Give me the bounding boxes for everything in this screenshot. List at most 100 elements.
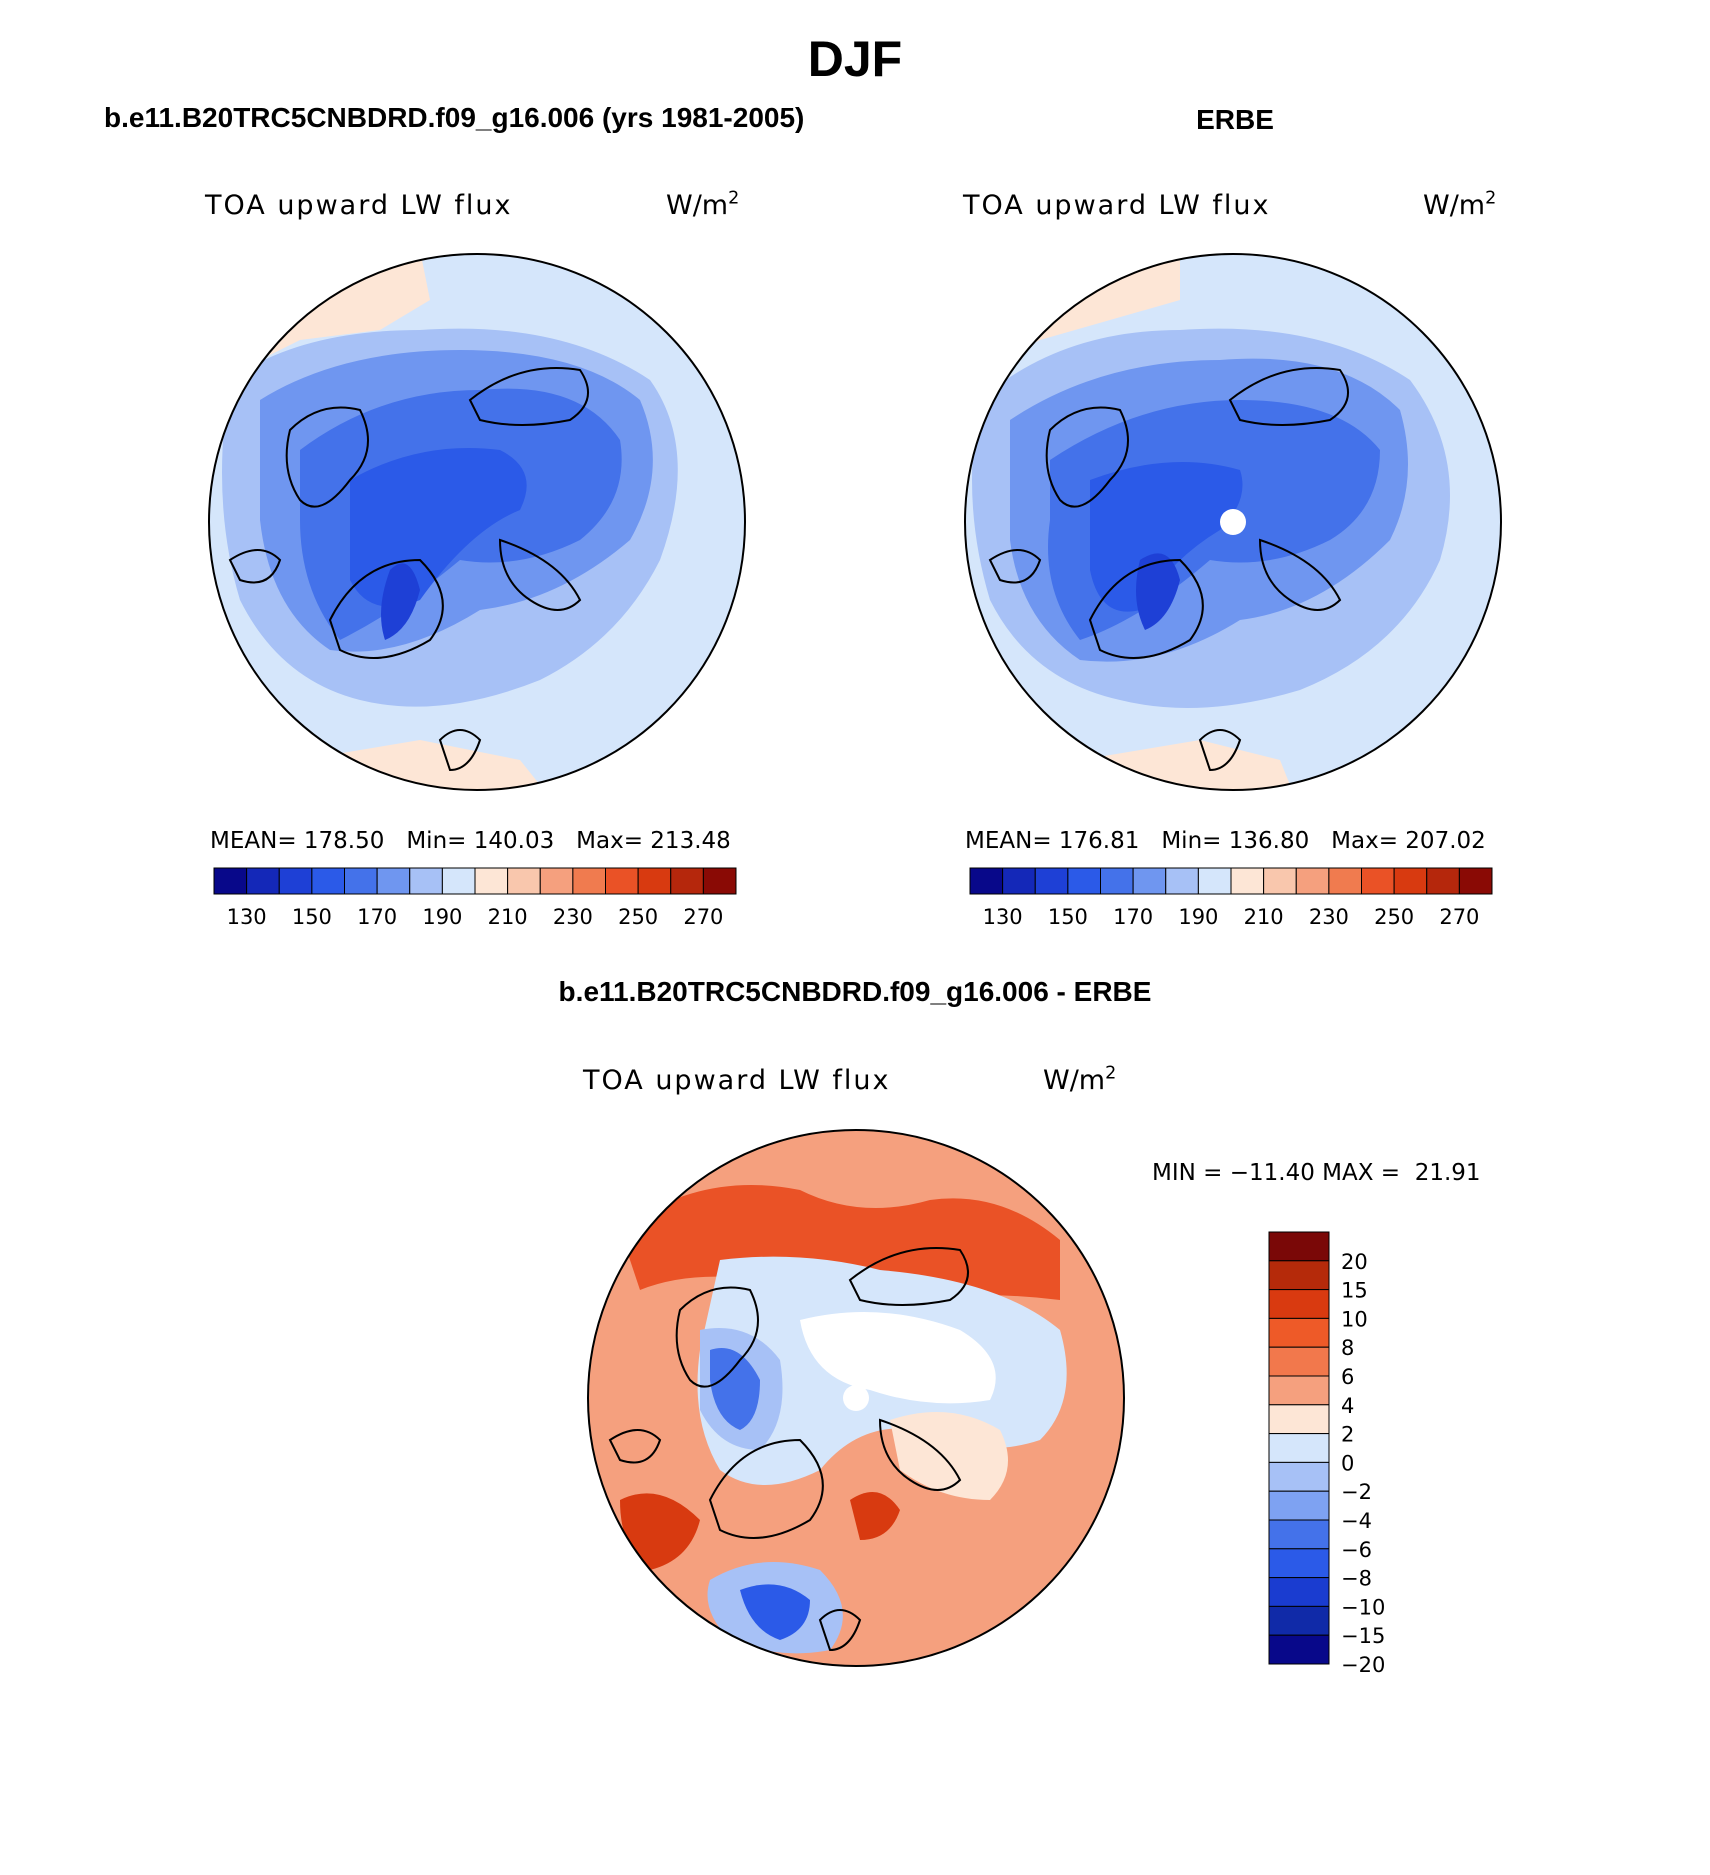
model-colorbar-tick-label: 190: [422, 905, 462, 929]
obs-colorbar-swatch: [1034, 867, 1069, 895]
model-colorbar-swatch: [637, 867, 672, 895]
diff-colorbar-swatch: [1268, 1404, 1330, 1435]
obs-colorbar-swatch: [1458, 867, 1493, 895]
model-polar-map: [208, 253, 746, 791]
diff-colorbar-tick-label: 15: [1341, 1279, 1368, 1303]
obs-panel-header: ERBE: [1196, 104, 1274, 135]
diff-pole-hole: [843, 1385, 869, 1411]
diff-colorbar-tick-label: 8: [1341, 1336, 1354, 1360]
obs-colorbar-tick-label: 270: [1439, 905, 1479, 929]
obs-colorbar-swatch: [1426, 867, 1460, 895]
obs-colorbar-swatch: [1295, 867, 1330, 895]
model-colorbar-swatch: [441, 867, 476, 895]
diff-colorbar-swatch: [1268, 1577, 1330, 1607]
diff-colorbar-swatch: [1268, 1260, 1330, 1291]
obs-colorbar-swatch: [1328, 867, 1362, 895]
diff-colorbar-swatch: [1268, 1346, 1330, 1377]
diff-colorbar-swatch: [1268, 1317, 1330, 1348]
figure-title: DJF: [807, 31, 903, 87]
diff-colorbar-tick-label: 6: [1341, 1365, 1354, 1389]
model-colorbar-swatch: [311, 867, 345, 895]
model-colorbar-swatch: [409, 867, 443, 895]
diff-colorbar-swatch: [1268, 1461, 1330, 1492]
model-variable-label: TOA upward LW flux: [205, 190, 513, 221]
model-colorbar-swatch: [474, 867, 509, 895]
diff-colorbar-tick-label: −4: [1341, 1509, 1372, 1533]
diff-colorbar-swatch: [1268, 1231, 1330, 1262]
model-colorbar-tick-label: 250: [618, 905, 658, 929]
obs-colorbar-tick-label: 250: [1374, 905, 1414, 929]
model-colorbar-swatch: [246, 867, 280, 895]
model-colorbar-swatch: [572, 867, 606, 895]
obs-stats: MEAN= 176.81 Min= 136.80 Max= 207.02: [965, 828, 1486, 854]
model-colorbar-swatch: [539, 867, 574, 895]
diff-colorbar-tick-label: 10: [1341, 1307, 1368, 1331]
diff-colorbar-tick-label: −15: [1341, 1624, 1385, 1648]
diff-colorbar-tick-label: −20: [1341, 1653, 1385, 1677]
diff-colorbar-tick-label: 4: [1341, 1394, 1354, 1418]
obs-colorbar-tick-label: 130: [983, 905, 1023, 929]
diff-colorbar-tick-label: 20: [1341, 1250, 1368, 1274]
obs-unit-label: W/m2: [1423, 188, 1497, 221]
obs-colorbar-swatch: [1393, 867, 1428, 895]
obs-colorbar-swatch: [1197, 867, 1232, 895]
model-colorbar-swatch: [278, 867, 313, 895]
model-colorbar-tick-label: 150: [292, 905, 332, 929]
diff-colorbar-tick-label: −2: [1341, 1480, 1372, 1504]
model-colorbar-tick-label: 270: [683, 905, 723, 929]
model-colorbar-tick-label: 130: [227, 905, 267, 929]
obs-colorbar-swatch: [1002, 867, 1036, 895]
obs-colorbar-tick-label: 210: [1244, 905, 1284, 929]
diff-variable-label: TOA upward LW flux: [583, 1065, 891, 1096]
obs-colorbar-swatch: [1263, 867, 1297, 895]
obs-colorbar-tick-label: 230: [1309, 905, 1349, 929]
diff-colorbar-swatch: [1268, 1634, 1330, 1665]
model-colorbar-swatch: [702, 867, 737, 895]
model-colorbar-tick-label: 210: [488, 905, 528, 929]
obs-variable-label: TOA upward LW flux: [963, 190, 1271, 221]
diff-colorbar-tick-label: 2: [1341, 1423, 1354, 1447]
obs-colorbar-swatch: [1230, 867, 1265, 895]
obs-colorbar-swatch: [1067, 867, 1101, 895]
obs-colorbar-tick-label: 150: [1048, 905, 1088, 929]
diff-panel-header: b.e11.B20TRC5CNBDRD.f09_g16.006 - ERBE: [558, 976, 1152, 1007]
model-unit-label: W/m2: [666, 188, 740, 221]
model-colorbar: 130 150 170 190 210 230 250 270: [213, 867, 737, 929]
diff-polar-map: [587, 1129, 1125, 1667]
obs-colorbar: 130 150 170 190 210 230 250 270: [969, 867, 1493, 929]
diff-colorbar-swatch: [1268, 1433, 1330, 1463]
model-colorbar-swatch: [344, 867, 378, 895]
diff-colorbar-tick-label: −10: [1341, 1595, 1385, 1619]
diff-colorbar-swatch: [1268, 1375, 1330, 1406]
diff-colorbar-tick-label: −8: [1341, 1567, 1372, 1591]
obs-colorbar-swatch: [969, 867, 1004, 895]
diff-colorbar-swatch: [1268, 1519, 1330, 1550]
diff-minmax-label: MIN = −11.40 MAX = 21.91: [1152, 1160, 1481, 1186]
model-panel-header: b.e11.B20TRC5CNBDRD.f09_g16.006 (yrs 198…: [104, 102, 805, 133]
diff-colorbar-swatch: [1268, 1289, 1330, 1319]
obs-colorbar-tick-label: 170: [1113, 905, 1153, 929]
diff-colorbar-tick-label: 0: [1341, 1451, 1354, 1475]
obs-colorbar-swatch: [1132, 867, 1167, 895]
model-colorbar-swatch: [507, 867, 541, 895]
obs-pole-hole: [1220, 509, 1246, 535]
diff-unit-label: W/m2: [1043, 1063, 1117, 1096]
obs-polar-map: [964, 253, 1502, 791]
model-stats: MEAN= 178.50 Min= 140.03 Max= 213.48: [210, 828, 731, 854]
diff-colorbar-swatch: [1268, 1548, 1330, 1579]
model-colorbar-tick-label: 170: [357, 905, 397, 929]
obs-colorbar-tick-label: 190: [1178, 905, 1218, 929]
model-colorbar-tick-label: 230: [553, 905, 593, 929]
obs-colorbar-swatch: [1165, 867, 1199, 895]
model-colorbar-swatch: [213, 867, 248, 895]
obs-colorbar-swatch: [1361, 867, 1395, 895]
obs-colorbar-swatch: [1100, 867, 1134, 895]
diff-colorbar-swatch: [1268, 1605, 1330, 1636]
diff-colorbar-swatch: [1268, 1490, 1330, 1521]
model-colorbar-swatch: [376, 867, 411, 895]
diff-colorbar-tick-label: −6: [1341, 1538, 1372, 1562]
model-colorbar-swatch: [605, 867, 639, 895]
model-colorbar-swatch: [670, 867, 704, 895]
